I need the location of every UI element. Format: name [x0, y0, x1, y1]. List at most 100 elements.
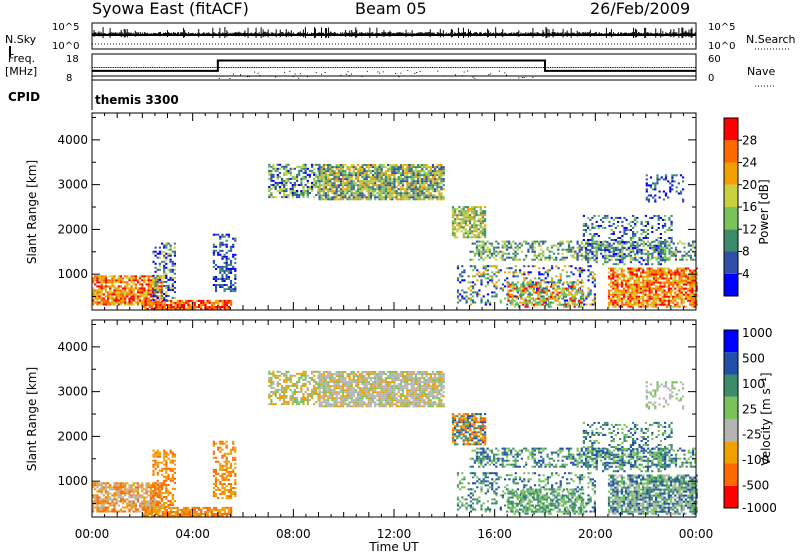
data-cell	[92, 281, 95, 284]
data-cell	[287, 163, 290, 166]
data-cell	[620, 299, 623, 302]
data-cell	[285, 165, 288, 168]
nave-dot	[100, 67, 102, 68]
data-cell	[597, 240, 601, 243]
scatter-region-4	[268, 163, 320, 199]
data-cell	[391, 168, 394, 171]
data-cell	[109, 285, 112, 288]
data-cell	[667, 267, 670, 270]
data-cell	[342, 176, 345, 179]
data-cell	[451, 222, 455, 225]
data-cell	[308, 173, 311, 176]
data-cell	[416, 188, 420, 191]
data-cell	[488, 248, 491, 251]
data-cell	[410, 188, 413, 191]
data-cell	[414, 174, 417, 177]
data-cell	[285, 184, 288, 187]
data-cell	[568, 275, 571, 278]
data-cell	[627, 297, 630, 300]
data-cell	[380, 188, 383, 191]
data-cell	[488, 252, 491, 255]
data-cell	[479, 218, 482, 221]
data-cell	[227, 299, 231, 302]
data-cell	[555, 256, 558, 259]
data-cell	[481, 212, 484, 215]
data-cell	[225, 278, 228, 281]
nave-dot	[440, 67, 442, 68]
data-cell	[376, 186, 379, 189]
data-cell	[642, 267, 645, 270]
data-cell	[96, 291, 99, 294]
data-cell	[298, 169, 301, 172]
data-cell	[523, 271, 526, 274]
data-cell	[158, 286, 161, 289]
data-cell	[515, 289, 518, 292]
data-cell	[270, 175, 273, 178]
data-cell	[467, 281, 470, 284]
data-cell	[348, 186, 351, 189]
data-cell	[642, 289, 645, 292]
data-cell	[339, 168, 343, 171]
data-cell	[163, 250, 166, 253]
data-cell	[158, 264, 161, 267]
nave-dot	[557, 67, 559, 68]
data-cell	[655, 277, 658, 280]
data-cell	[471, 242, 474, 245]
data-cell	[145, 291, 148, 294]
data-cell	[523, 265, 526, 268]
nave-dot	[134, 67, 136, 68]
data-cell	[552, 295, 555, 298]
data-cell	[333, 196, 336, 199]
data-cell	[161, 282, 164, 285]
data-cell	[655, 285, 658, 288]
data-cell	[429, 194, 432, 197]
data-cell	[620, 289, 623, 292]
data-cell	[354, 198, 358, 201]
data-cell	[337, 174, 340, 177]
nave-dot	[525, 67, 527, 68]
nave-dot	[315, 67, 317, 68]
data-cell	[491, 281, 494, 284]
data-cell	[497, 242, 500, 245]
data-cell	[285, 173, 288, 176]
data-cell	[223, 235, 226, 238]
data-cell	[555, 258, 558, 261]
data-cell	[477, 214, 480, 217]
data-cell	[380, 178, 383, 181]
nave-dot	[581, 67, 583, 68]
data-cell	[691, 293, 694, 296]
data-cell	[682, 289, 685, 292]
nave-dot	[572, 67, 574, 68]
data-cell	[473, 242, 476, 245]
data-cell	[618, 295, 621, 298]
data-cell	[436, 196, 439, 199]
nave-dot	[625, 67, 627, 68]
data-cell	[178, 304, 181, 307]
nave-dot	[192, 67, 194, 68]
data-cell	[540, 244, 543, 247]
data-cell	[667, 271, 670, 274]
data-cell	[367, 184, 370, 187]
data-cell	[145, 289, 148, 292]
data-cell	[580, 295, 583, 298]
data-cell	[548, 250, 551, 253]
nave-dot	[254, 67, 256, 68]
data-cell	[546, 281, 549, 284]
data-cell	[401, 164, 405, 167]
data-cell	[143, 291, 146, 294]
data-cell	[391, 174, 394, 177]
nave-dot	[639, 67, 641, 68]
data-cell	[479, 214, 482, 217]
data-cell	[523, 240, 526, 243]
data-cell	[539, 291, 542, 294]
data-cell	[335, 178, 338, 181]
data-cell	[359, 192, 362, 195]
data-cell	[414, 194, 417, 197]
data-cell	[575, 303, 578, 306]
data-cell	[640, 305, 643, 308]
data-cell	[412, 188, 415, 191]
data-cell	[372, 180, 375, 183]
data-cell	[219, 306, 222, 309]
data-cell	[147, 283, 150, 286]
data-cell	[335, 192, 338, 195]
